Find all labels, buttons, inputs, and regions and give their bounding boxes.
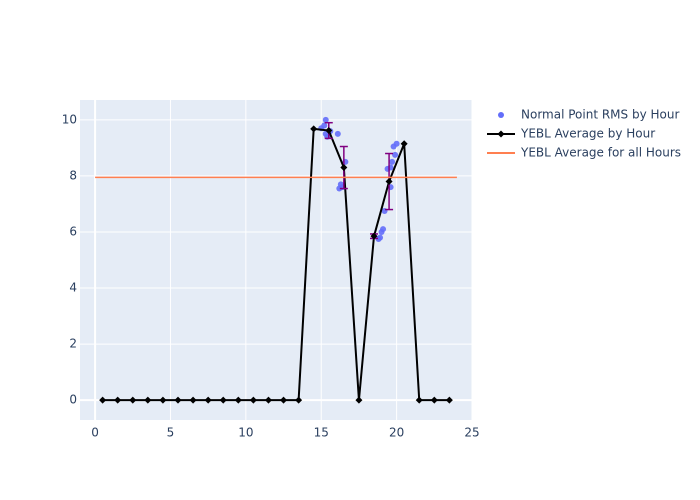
point — [380, 226, 387, 233]
point — [430, 396, 438, 404]
point — [219, 396, 227, 404]
point — [114, 396, 122, 404]
point — [189, 396, 197, 404]
y-tick-label: 4 — [69, 281, 77, 295]
x-tick-label: 10 — [238, 426, 253, 440]
y-tick-label: 2 — [69, 337, 77, 351]
point — [144, 396, 152, 404]
point — [249, 396, 257, 404]
point — [415, 396, 423, 404]
point — [377, 234, 384, 241]
legend-symbol — [497, 130, 505, 138]
point — [322, 116, 329, 123]
legend-item[interactable]: YEBL Average for all Hours — [487, 146, 681, 160]
point — [234, 396, 242, 404]
point — [334, 130, 341, 137]
point — [445, 396, 453, 404]
y-tick-label: 6 — [69, 224, 77, 238]
legend-label: Normal Point RMS by Hour — [521, 108, 679, 122]
point — [355, 396, 363, 404]
y-tick-label: 10 — [62, 112, 77, 126]
legend-symbol — [498, 112, 504, 118]
point — [204, 396, 212, 404]
point — [385, 178, 393, 186]
point — [400, 140, 408, 148]
point — [393, 140, 400, 147]
legend-label: YEBL Average by Hour — [520, 127, 655, 141]
y-tick-label: 8 — [69, 168, 77, 182]
point — [99, 396, 107, 404]
point — [389, 158, 396, 165]
point — [174, 396, 182, 404]
x-tick-label: 20 — [389, 426, 404, 440]
point — [129, 396, 137, 404]
x-tick-label: 0 — [91, 426, 99, 440]
plot-area — [80, 100, 472, 420]
point — [159, 396, 167, 404]
point — [280, 396, 288, 404]
point — [392, 151, 399, 158]
point — [370, 232, 378, 240]
x-tick-label: 25 — [464, 426, 479, 440]
x-tick-label: 5 — [167, 426, 175, 440]
point — [325, 127, 333, 135]
point — [295, 396, 303, 404]
legend-label: YEBL Average for all Hours — [520, 146, 681, 160]
y-tick-label: 0 — [69, 393, 77, 407]
legend-item[interactable]: YEBL Average by Hour — [487, 127, 655, 141]
x-tick-label: 15 — [314, 426, 329, 440]
legend-item[interactable]: Normal Point RMS by Hour — [498, 108, 679, 122]
point — [340, 164, 348, 172]
point — [264, 396, 272, 404]
point — [310, 125, 318, 133]
point — [321, 122, 328, 129]
